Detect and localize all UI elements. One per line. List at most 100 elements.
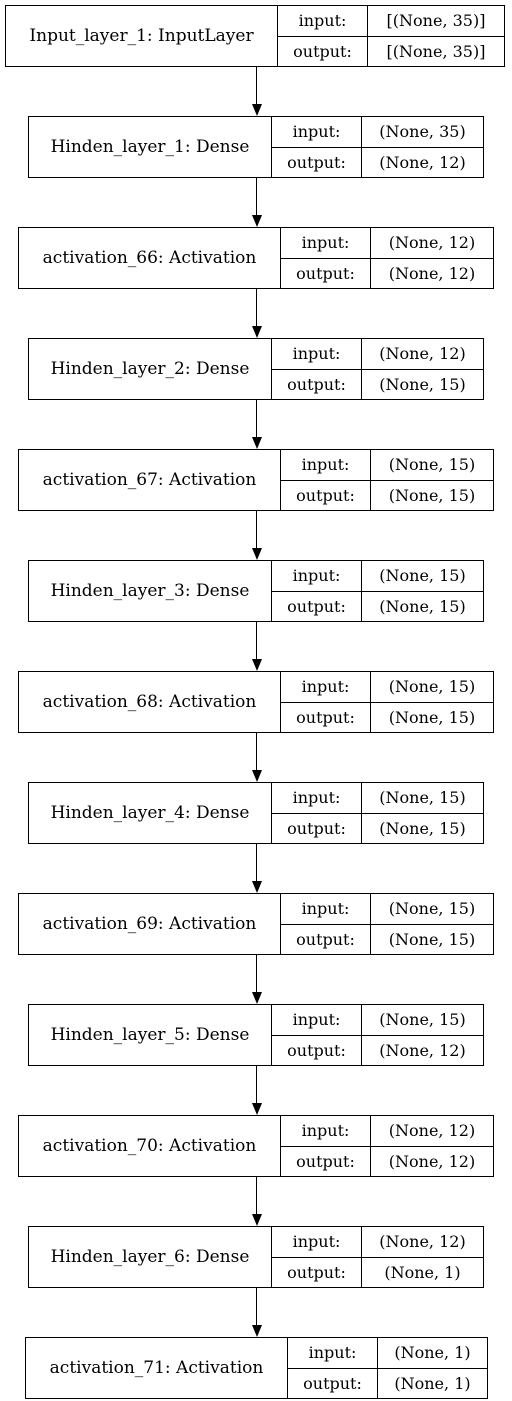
input-label: input: [272,117,362,147]
layer-io-table: input: (None, 15) output: (None, 15) [281,450,493,510]
edge-line [256,400,257,439]
output-row: output: (None, 1) [272,1256,483,1287]
output-shape: (None, 15) [388,485,476,505]
input-label: input: [272,1227,362,1257]
layer-name: Input_layer_1: InputLayer [6,6,278,66]
output-shape: [(None, 35)] [386,41,486,61]
output-row: output: (None, 12) [281,1145,493,1176]
edge-line [256,1066,257,1105]
layer-io-table: input: (None, 15) output: (None, 15) [272,783,483,843]
input-shape: (None, 15) [388,899,476,919]
output-shape: (None, 15) [379,818,466,838]
input-row: input: (None, 12) [272,1227,483,1257]
input-row: input: (None, 15) [272,1005,483,1035]
layer-io-table: input: (None, 15) output: (None, 12) [272,1005,483,1065]
input-row: input: [(None, 35)] [278,6,504,36]
layer-node: Hinden_layer_5: Dense input: (None, 15) out… [28,1004,484,1066]
input-shape: (None, 35) [379,122,466,142]
output-row: output: (None, 15) [272,812,483,843]
output-shape: (None, 12) [379,152,466,172]
output-row: output: (None, 15) [281,701,493,732]
layer-name: Hinden_layer_1: Dense [29,117,272,177]
input-shape: (None, 15) [379,788,466,808]
layer-name: Hinden_layer_5: Dense [29,1005,272,1065]
layer-node: activation_69: Activation input: (None, 15… [18,893,494,955]
layer-node: Hinden_layer_6: Dense input: (None, 12) out… [28,1226,484,1288]
input-row: input: (None, 15) [272,561,483,591]
input-shape: (None, 12) [388,1121,476,1141]
output-label: output: [272,369,362,399]
input-row: input: (None, 1) [288,1338,487,1368]
edge-line [256,67,257,106]
layer-node: Hinden_layer_3: Dense input: (None, 15) out… [28,560,484,622]
layer-io-table: input: (None, 12) output: (None, 1) [272,1227,483,1287]
layer-name: activation_70: Activation [19,1116,281,1176]
output-row: output: (None, 12) [272,146,483,177]
output-shape: (None, 15) [379,374,466,394]
input-label: input: [281,672,371,702]
layer-node: activation_68: Activation input: (None, 15… [18,671,494,733]
output-shape: (None, 1) [384,1262,461,1282]
arrow-head-icon [251,1214,262,1226]
layer-io-table: input: (None, 12) output: (None, 12) [281,228,493,288]
output-label: output: [281,924,371,954]
output-shape: (None, 1) [394,1373,471,1393]
output-shape: (None, 12) [379,1040,466,1060]
edge-line [256,289,257,328]
input-row: input: (None, 12) [281,1116,493,1146]
layer-node: activation_71: Activation input: (None, 1)… [25,1337,488,1399]
output-label: output: [272,813,362,843]
input-shape: (None, 15) [379,1010,466,1030]
layer-node: activation_67: Activation input: (None, 15… [18,449,494,511]
arrow-head-icon [251,1103,262,1115]
layer-io-table: input: (None, 15) output: (None, 15) [272,561,483,621]
arrow-head-icon [251,437,262,449]
arrow-head-icon [251,659,262,671]
layer-node: activation_70: Activation input: (None, 12… [18,1115,494,1177]
output-label: output: [288,1368,378,1398]
input-shape: (None, 15) [388,455,476,475]
layer-node: Hinden_layer_4: Dense input: (None, 15) out… [28,782,484,844]
layer-name: activation_67: Activation [19,450,281,510]
arrow-head-icon [251,770,262,782]
arrow-head-icon [251,548,262,560]
input-shape: (None, 1) [394,1343,471,1363]
layer-io-table: input: (None, 1) output: (None, 1) [288,1338,487,1398]
edge-line [256,511,257,550]
edge-line [256,178,257,217]
layer-io-table: input: (None, 15) output: (None, 15) [281,672,493,732]
input-label: input: [288,1338,378,1368]
layer-name: Hinden_layer_4: Dense [29,783,272,843]
input-label: input: [272,339,362,369]
layer-name: activation_69: Activation [19,894,281,954]
arrow-head-icon [251,992,262,1004]
input-label: input: [281,894,371,924]
layer-name: Hinden_layer_2: Dense [29,339,272,399]
input-shape: [(None, 35)] [386,11,486,31]
layer-io-table: input: (None, 12) output: (None, 15) [272,339,483,399]
input-label: input: [281,450,371,480]
input-label: input: [272,1005,362,1035]
output-shape: (None, 12) [388,263,476,283]
input-shape: (None, 12) [379,1232,466,1252]
layer-node: Input_layer_1: InputLayer input: [(None, 3… [5,5,505,67]
input-row: input: (None, 35) [272,117,483,147]
output-shape: (None, 12) [388,1151,476,1171]
output-row: output: (None, 15) [281,923,493,954]
input-row: input: (None, 15) [281,894,493,924]
output-row: output: (None, 15) [272,590,483,621]
output-row: output: (None, 15) [272,368,483,399]
input-row: input: (None, 15) [281,672,493,702]
input-shape: (None, 15) [388,677,476,697]
layer-name: Hinden_layer_3: Dense [29,561,272,621]
output-label: output: [281,702,371,732]
input-shape: (None, 15) [379,566,466,586]
edge-line [256,955,257,994]
edge-line [256,733,257,772]
output-row: output: [(None, 35)] [278,35,504,66]
layer-name: activation_66: Activation [19,228,281,288]
input-label: input: [278,6,368,36]
layer-io-table: input: (None, 15) output: (None, 15) [281,894,493,954]
layer-name: Hinden_layer_6: Dense [29,1227,272,1287]
output-row: output: (None, 12) [272,1034,483,1065]
